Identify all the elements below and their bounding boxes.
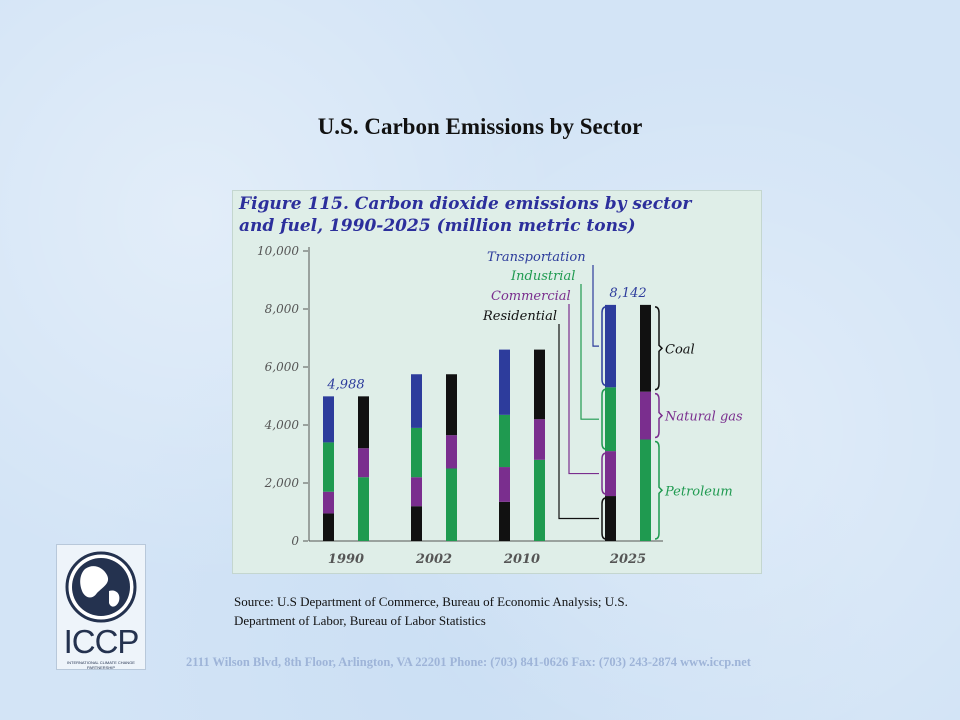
y-tick-label: 10,000 (257, 244, 299, 258)
sector-brace (601, 497, 607, 540)
y-tick-label: 8,000 (265, 302, 300, 316)
bar-commercial-2002 (411, 477, 422, 507)
bar-natural-gas-2010 (534, 419, 545, 460)
sector-label-residential: Residential (482, 309, 557, 324)
bar-industrial-2025 (605, 387, 616, 452)
x-tick-label: 2010 (503, 552, 540, 567)
bar-transportation-2025 (605, 304, 616, 388)
logo-text: ICCP (63, 623, 140, 660)
bar-residential-1990 (323, 513, 334, 541)
bar-commercial-1990 (323, 491, 334, 514)
x-tick-label: 2002 (415, 552, 452, 567)
x-tick-label: 2025 (609, 552, 646, 567)
fuel-label-natural-gas: Natural gas (664, 410, 743, 425)
sector-label-transportation: Transportation (487, 250, 586, 265)
bar-industrial-2010 (499, 414, 510, 468)
fuel-label-coal: Coal (665, 342, 695, 357)
bar-coal-2002 (446, 374, 457, 436)
sector-brace (601, 452, 607, 495)
bar-industrial-2002 (411, 427, 422, 478)
bar-coal-2025 (640, 304, 651, 392)
fuel-brace (654, 392, 664, 439)
bar-transportation-2002 (411, 374, 422, 428)
y-tick-label: 2,000 (264, 476, 300, 490)
y-tick-label: 6,000 (265, 360, 300, 374)
bar-residential-2010 (499, 501, 510, 541)
sector-connector (580, 284, 599, 420)
bar-natural-gas-2025 (640, 391, 651, 440)
sector-label-commercial: Commercial (491, 289, 571, 304)
source-line-2: Department of Labor, Bureau of Labor Sta… (234, 613, 486, 628)
sector-connector (592, 265, 599, 347)
bar-commercial-2010 (499, 467, 510, 502)
bar-natural-gas-1990 (358, 448, 369, 478)
globe-icon (65, 551, 137, 623)
sector-brace (601, 388, 607, 450)
sector-connector (568, 304, 599, 475)
y-tick-label: 4,000 (264, 418, 300, 432)
total-annotation: 8,142 (609, 286, 646, 301)
bar-petroleum-1990 (358, 477, 369, 541)
footer-contact: 2111 Wilson Blvd, 8th Floor, Arlington, … (186, 655, 751, 669)
x-tick-label: 1990 (328, 552, 364, 567)
source-line-1: Source: U.S Department of Commerce, Bure… (234, 594, 628, 609)
sector-label-industrial: Industrial (510, 269, 575, 284)
bar-commercial-2025 (605, 451, 616, 497)
chart-figure: Figure 115. Carbon dioxide emissions by … (232, 190, 762, 574)
bar-transportation-2010 (499, 349, 510, 415)
logo-subtext: INTERNATIONAL CLIMATE CHANGE PARTNERSHIP (67, 660, 135, 670)
bar-transportation-1990 (323, 396, 334, 443)
bar-coal-1990 (358, 396, 369, 449)
bar-petroleum-2002 (446, 468, 457, 541)
figure-title: Figure 115. Carbon dioxide emissions by … (239, 193, 755, 237)
sector-brace (601, 306, 607, 387)
fuel-brace (654, 440, 664, 540)
source-note: Source: U.S Department of Commerce, Bure… (234, 592, 754, 630)
y-tick-label: 0 (291, 534, 299, 548)
figure-title-line-2: and fuel, 1990-2025 (million metric tons… (239, 216, 636, 236)
bar-residential-2025 (605, 496, 616, 541)
iccp-logo: ICCP INTERNATIONAL CLIMATE CHANGE PARTNE… (56, 544, 146, 670)
bar-petroleum-2025 (640, 439, 651, 541)
fuel-brace (654, 306, 664, 391)
bar-natural-gas-2002 (446, 435, 457, 469)
bar-industrial-1990 (323, 442, 334, 492)
fuel-label-petroleum: Petroleum (664, 484, 733, 499)
figure-title-line-1: Figure 115. Carbon dioxide emissions by … (239, 194, 692, 214)
sector-connector (558, 324, 599, 520)
emissions-chart: 0 2,000 4,000 6,000 8,000 10,000 1990 2002 2010 2… (257, 244, 743, 567)
bar-residential-2002 (411, 506, 422, 541)
page-title: U.S. Carbon Emissions by Sector (317, 114, 643, 139)
bar-coal-2010 (534, 349, 545, 420)
bar-petroleum-2010 (534, 459, 545, 541)
total-annotation: 4,988 (326, 377, 364, 392)
